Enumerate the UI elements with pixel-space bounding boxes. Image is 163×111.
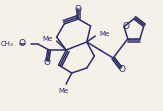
Text: Me: Me [58,88,68,94]
Text: O: O [19,40,26,49]
Text: O: O [118,65,125,74]
Text: Me: Me [43,36,53,42]
Text: Me: Me [99,31,109,37]
Text: O: O [75,5,82,14]
Text: O: O [122,22,129,31]
Text: CH₃: CH₃ [1,41,13,47]
Text: O: O [44,58,51,67]
